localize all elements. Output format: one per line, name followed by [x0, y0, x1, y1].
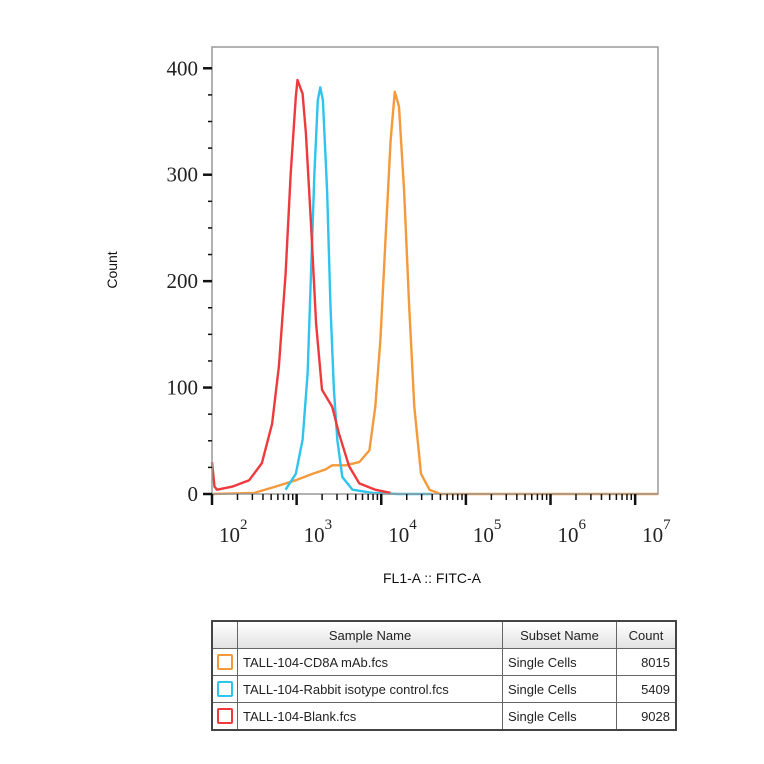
- x-tick-label: 106: [558, 517, 587, 547]
- legend-swatch-red: [217, 708, 233, 724]
- legend-count: 5409: [616, 675, 677, 703]
- legend-row: TALL-104-Rabbit isotype control.fcs Sing…: [211, 675, 677, 703]
- legend-swatch-blue: [217, 681, 233, 697]
- legend-table: Sample Name Subset Name Count TALL-104-C…: [211, 620, 677, 731]
- x-tick-label: 102: [219, 517, 248, 547]
- y-tick-label: 400: [167, 56, 199, 80]
- y-tick-label: 200: [167, 269, 199, 293]
- x-tick-label: 107: [642, 517, 671, 547]
- legend-header-count: Count: [616, 620, 677, 649]
- legend-sample-name: TALL-104-CD8A mAb.fcs: [237, 648, 503, 676]
- legend-header-sample: Sample Name: [237, 620, 503, 649]
- x-tick-label: 104: [388, 517, 417, 547]
- x-tick-label: 103: [304, 517, 333, 547]
- axis-layer: 0 100 200 300 400 102 103 104 105 106 107: [167, 56, 672, 547]
- legend-header-swatch: [211, 620, 238, 649]
- series-layer: [210, 78, 658, 496]
- legend-swatch-orange: [217, 654, 233, 670]
- legend-subset-name: Single Cells: [502, 702, 617, 731]
- x-tick-label: 105: [473, 517, 502, 547]
- x-axis-label: FL1-A :: FITC-A: [383, 570, 482, 586]
- series-line-1: [284, 86, 432, 496]
- y-tick-label: 0: [188, 482, 199, 506]
- plot-frame: [211, 46, 659, 495]
- legend-header-row: Sample Name Subset Name Count: [211, 620, 677, 649]
- y-tick-label: 100: [167, 376, 199, 400]
- series-line-0: [211, 90, 658, 496]
- legend-subset-name: Single Cells: [502, 648, 617, 676]
- legend-count: 9028: [616, 702, 677, 731]
- y-axis-label: Count: [104, 251, 120, 288]
- legend-subset-name: Single Cells: [502, 675, 617, 703]
- legend-sample-name: TALL-104-Rabbit isotype control.fcs: [237, 675, 503, 703]
- legend-header-subset: Subset Name: [502, 620, 617, 649]
- legend-row: TALL-104-Blank.fcs Single Cells 9028: [211, 702, 677, 731]
- legend-count: 8015: [616, 648, 677, 676]
- series-line-2: [210, 78, 391, 495]
- legend-sample-name: TALL-104-Blank.fcs: [237, 702, 503, 731]
- y-tick-label: 300: [167, 163, 199, 187]
- legend-row: TALL-104-CD8A mAb.fcs Single Cells 8015: [211, 648, 677, 676]
